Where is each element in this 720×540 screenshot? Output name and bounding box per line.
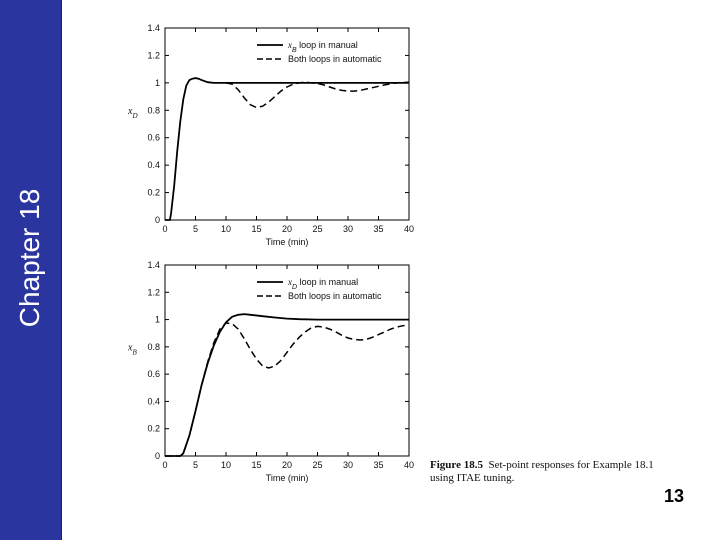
chart2-y-tick-label: 0.4	[147, 396, 160, 406]
chart2-x-tick-label: 0	[162, 460, 167, 470]
figure-caption-text: Set-point responses for Example 18.1 usi…	[430, 459, 654, 484]
chart2-series-line-both-loops-automatic	[165, 322, 410, 457]
chart2-x-axis-label: Time (min)	[266, 473, 309, 483]
chart2-x-tick-label: 20	[282, 460, 292, 470]
figure-caption: Figure 18.5 Set-point responses for Exam…	[430, 459, 680, 485]
chart2-x-tick-label: 40	[404, 460, 414, 470]
chart1-x-tick-label: 15	[251, 224, 261, 234]
chart1-x-tick-label: 30	[343, 224, 353, 234]
chart1-x-tick-label: 40	[404, 224, 414, 234]
chart1-x-tick-label: 35	[373, 224, 383, 234]
chart2-x-tick-label: 5	[193, 460, 198, 470]
chart2-x-tick-label: 15	[251, 460, 261, 470]
page-number: 13	[664, 486, 685, 506]
chart1-y-tick-label: 1.2	[147, 50, 160, 60]
chart2-y-tick-label: 0.2	[147, 424, 160, 434]
chart1-x-tick-label: 20	[282, 224, 292, 234]
chart2-y-axis-label: xB	[127, 343, 137, 357]
chart1-y-tick-label: 0.6	[147, 133, 160, 143]
chart2-x-tick-label: 25	[312, 460, 322, 470]
chart2-y-tick-label: 1	[155, 315, 160, 325]
chart2-legend-label: xD loop in manual	[287, 277, 358, 291]
chart1-x-tick-label: 5	[193, 224, 198, 234]
chart2-y-tick-label: 1.2	[147, 287, 160, 297]
chart2-y-tick-label: 0	[155, 451, 160, 461]
figure-caption-label: Figure 18.5	[430, 459, 483, 471]
chart2-x-tick-label: 10	[221, 460, 231, 470]
chart1-x-tick-label: 0	[162, 224, 167, 234]
chart2-y-tick-label: 0.8	[147, 342, 160, 352]
chart1-y-axis-label: xD	[127, 106, 138, 120]
chart1-y-tick-label: 0.8	[147, 105, 160, 115]
chart2-y-tick-label: 1.4	[147, 260, 160, 270]
chart1-y-tick-label: 0.4	[147, 160, 160, 170]
chart1-x-tick-label: 10	[221, 224, 231, 234]
chart1-x-axis-label: Time (min)	[266, 237, 309, 247]
chart1-series-line-loop-in-manual	[165, 77, 409, 221]
chart2-x-tick-label: 30	[343, 460, 353, 470]
chart1-series-line-both-loops-automatic	[225, 81, 410, 109]
chart2-legend-label: Both loops in automatic	[288, 291, 382, 301]
chapter-sidebar: Chapter 18	[0, 0, 62, 540]
chart2-y-tick-label: 0.6	[147, 369, 160, 379]
chart1-legend-label: Both loops in automatic	[288, 54, 382, 64]
chart1-y-tick-label: 1.4	[147, 23, 160, 33]
chart1-y-tick-label: 0.2	[147, 188, 160, 198]
chart1-y-tick-label: 0	[155, 215, 160, 225]
chart1-y-tick-label: 1	[155, 78, 160, 88]
chart1-x-tick-label: 25	[312, 224, 322, 234]
chart1-legend-label: xB loop in manual	[287, 40, 358, 54]
chart2-x-tick-label: 35	[373, 460, 383, 470]
